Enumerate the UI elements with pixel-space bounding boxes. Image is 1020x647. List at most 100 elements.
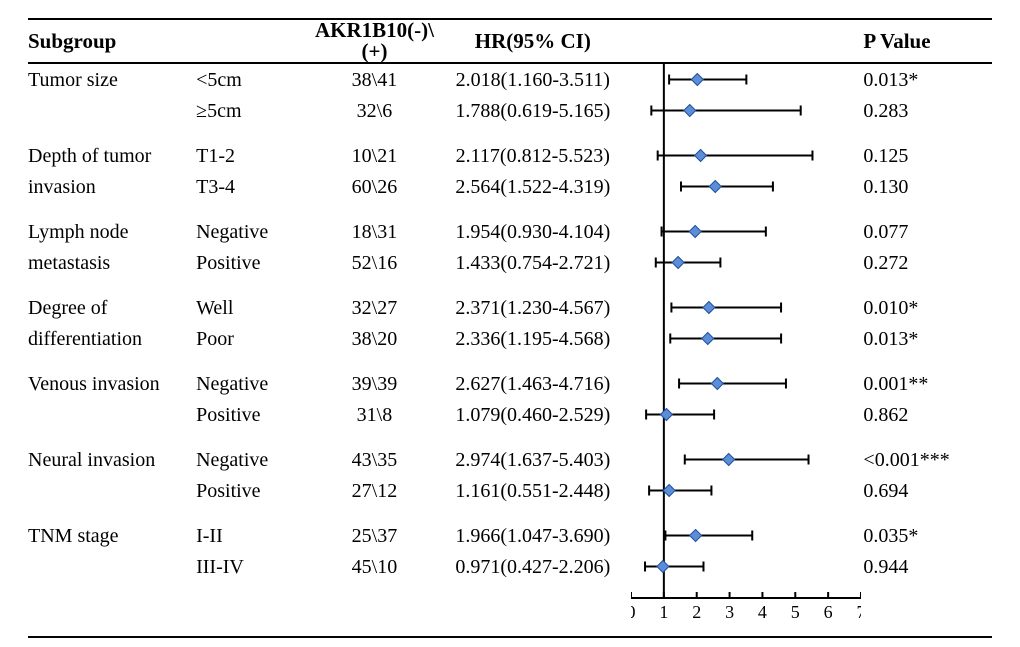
subgroup-name-line: Depth of tumor	[28, 145, 151, 167]
level-cell: Positive	[196, 399, 314, 430]
akr-cell: 43\35	[314, 444, 434, 475]
level-cell: ≥5cm	[196, 95, 314, 126]
hr-cell: 2.627(1.463-4.716)	[434, 368, 631, 399]
akr-cell: 60\26	[314, 171, 434, 202]
svg-text:0: 0	[631, 602, 636, 622]
hr-cell: 1.788(0.619-5.165)	[434, 95, 631, 126]
header-plot	[631, 19, 853, 63]
subgroup-cell: differentiation	[28, 323, 196, 354]
level-cell: Poor	[196, 323, 314, 354]
akr-cell: 39\39	[314, 368, 434, 399]
pvalue-cell: 0.944	[853, 551, 992, 582]
pvalue-cell: 0.125	[853, 140, 992, 171]
hr-cell: 1.079(0.460-2.529)	[434, 399, 631, 430]
data-row: III-IV 45\10 0.971(0.427-2.206) 0.944	[28, 551, 992, 582]
hr-cell: 0.971(0.427-2.206)	[434, 551, 631, 582]
forest-plot-cell	[631, 278, 853, 292]
data-row: Tumor size <5cm 38\41 2.018(1.160-3.511)…	[28, 63, 992, 95]
level-cell: Negative	[196, 444, 314, 475]
pvalue-cell: 0.013*	[853, 323, 992, 354]
spacer-row	[28, 202, 992, 216]
data-row: invasion T3-4 60\26 2.564(1.522-4.319) 0…	[28, 171, 992, 202]
bottom-rule	[28, 636, 992, 638]
subgroup-cell: Depth of tumor	[28, 140, 196, 171]
hr-cell: 2.117(0.812-5.523)	[434, 140, 631, 171]
akr-cell: 10\21	[314, 140, 434, 171]
data-row: TNM stage I-II 25\37 1.966(1.047-3.690) …	[28, 520, 992, 551]
level-cell: I-II	[196, 520, 314, 551]
spacer-row	[28, 278, 992, 292]
forest-plot-cell	[631, 95, 853, 126]
forest-plot-cell	[631, 171, 853, 202]
level-cell: Negative	[196, 368, 314, 399]
forest-plot-cell	[631, 551, 853, 582]
hr-cell: 2.974(1.637-5.403)	[434, 444, 631, 475]
akr-cell: 27\12	[314, 475, 434, 506]
data-row: metastasis Positive 52\16 1.433(0.754-2.…	[28, 247, 992, 278]
subgroup-cell: Venous invasion	[28, 368, 196, 399]
akr-cell: 45\10	[314, 551, 434, 582]
level-cell: Positive	[196, 247, 314, 278]
forest-plot-cell	[631, 354, 853, 368]
forest-plot-cell	[631, 444, 853, 475]
pvalue-cell: 0.001**	[853, 368, 992, 399]
hr-cell: 1.161(0.551-2.448)	[434, 475, 631, 506]
akr-cell: 52\16	[314, 247, 434, 278]
hr-cell: 2.336(1.195-4.568)	[434, 323, 631, 354]
svg-text:5: 5	[791, 602, 800, 622]
spacer-row	[28, 430, 992, 444]
header-p: P Value	[853, 19, 992, 63]
forest-plot-cell	[631, 216, 853, 247]
spacer-row	[28, 354, 992, 368]
forest-plot-cell	[631, 247, 853, 278]
pvalue-cell: 0.130	[853, 171, 992, 202]
data-row: Positive 31\8 1.079(0.460-2.529) 0.862	[28, 399, 992, 430]
subgroup-name-line: Lymph node	[28, 221, 129, 243]
data-row: Neural invasion Negative 43\35 2.974(1.6…	[28, 444, 992, 475]
subgroup-name-line: Degree of	[28, 297, 107, 319]
level-cell: <5cm	[196, 63, 314, 95]
header-row: Subgroup AKR1B10(-)\(+) HR(95% CI) P Val…	[28, 19, 992, 63]
subgroup-name-line: metastasis	[28, 252, 110, 274]
svg-text:1: 1	[660, 602, 669, 622]
hr-cell: 1.954(0.930-4.104)	[434, 216, 631, 247]
subgroup-cell: Neural invasion	[28, 444, 196, 475]
pvalue-cell: 0.694	[853, 475, 992, 506]
subgroup-name-line: invasion	[28, 176, 96, 198]
level-cell: Negative	[196, 216, 314, 247]
level-cell: Positive	[196, 475, 314, 506]
axis-row: 01234567	[28, 582, 992, 632]
subgroup-cell	[28, 95, 196, 126]
forest-plot-cell	[631, 399, 853, 430]
data-row: Venous invasion Negative 39\39 2.627(1.4…	[28, 368, 992, 399]
level-cell: T1-2	[196, 140, 314, 171]
forest-plot-cell	[631, 430, 853, 444]
hr-cell: 1.966(1.047-3.690)	[434, 520, 631, 551]
subgroup-name-line: differentiation	[28, 328, 142, 350]
subgroup-table: Subgroup AKR1B10(-)\(+) HR(95% CI) P Val…	[28, 18, 992, 632]
pvalue-cell: <0.001***	[853, 444, 992, 475]
subgroup-cell	[28, 475, 196, 506]
level-cell: III-IV	[196, 551, 314, 582]
forest-plot-axis: 01234567	[631, 582, 853, 632]
forest-plot-cell	[631, 140, 853, 171]
data-row: Degree of Well 32\27 2.371(1.230-4.567) …	[28, 292, 992, 323]
data-row: Positive 27\12 1.161(0.551-2.448) 0.694	[28, 475, 992, 506]
subgroup-name: Neural invasion	[28, 449, 155, 471]
subgroup-cell	[28, 551, 196, 582]
header-subgroup: Subgroup	[28, 19, 314, 63]
svg-text:3: 3	[725, 602, 734, 622]
akr-cell: 32\27	[314, 292, 434, 323]
forest-plot-cell	[631, 475, 853, 506]
subgroup-cell: Lymph node	[28, 216, 196, 247]
subgroup-name: Venous invasion	[28, 373, 160, 395]
spacer-row	[28, 126, 992, 140]
svg-text:2: 2	[692, 602, 701, 622]
pvalue-cell: 0.077	[853, 216, 992, 247]
pvalue-cell: 0.013*	[853, 63, 992, 95]
header-hr: HR(95% CI)	[434, 19, 631, 63]
subgroup-cell: Degree of	[28, 292, 196, 323]
level-cell: T3-4	[196, 171, 314, 202]
level-cell: Well	[196, 292, 314, 323]
forest-plot-cell	[631, 126, 853, 140]
